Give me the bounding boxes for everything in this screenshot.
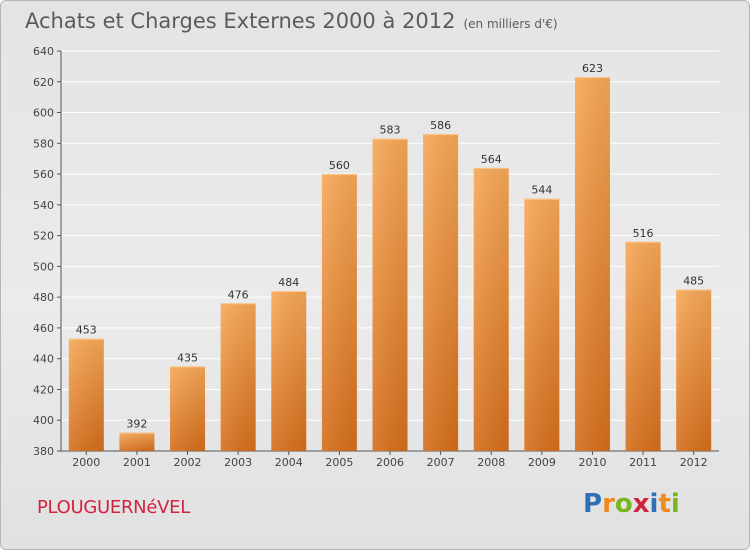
bar-shade-2011 — [625, 241, 661, 451]
labels: 453 2000 392 2001 435 2002 476 2003 484 2004 560 20… — [72, 62, 707, 469]
x-tick-label-2008: 2008 — [477, 456, 505, 469]
logo-letter: P — [583, 489, 603, 519]
bar-shade-2001 — [119, 432, 155, 451]
commune-name: PLOUGUERNéVEL — [37, 497, 190, 518]
data-label-2008: 564 — [481, 153, 502, 166]
bar-shade-2000 — [68, 338, 104, 451]
y-tick-label: 380 — [33, 445, 54, 458]
proxiti-logo: Proxiti — [583, 489, 680, 519]
y-tick-label: 440 — [33, 353, 54, 366]
data-label-2012: 485 — [683, 274, 704, 287]
logo-letter: i — [649, 489, 659, 519]
x-tick-label-2007: 2007 — [427, 456, 455, 469]
y-tick-label: 600 — [33, 107, 54, 120]
data-label-2010: 623 — [582, 62, 603, 75]
bar-shade-2012 — [676, 289, 712, 451]
data-label-2006: 583 — [380, 124, 401, 137]
bar-shade-2010 — [574, 77, 610, 452]
data-label-2001: 392 — [126, 418, 147, 431]
logo-letter: r — [602, 489, 615, 519]
data-label-2011: 516 — [633, 227, 654, 240]
y-tick-label: 620 — [33, 76, 54, 89]
x-tick-label-2006: 2006 — [376, 456, 404, 469]
logo-letter: t — [658, 489, 671, 519]
bar-shade-2003 — [220, 303, 256, 451]
data-label-2009: 544 — [531, 184, 552, 197]
chart-title-text: Achats et Charges Externes 2000 à 2012 — [25, 9, 456, 33]
y-tick-label: 420 — [33, 383, 54, 396]
y-tick-label: 500 — [33, 260, 54, 273]
y-tick-label: 640 — [33, 45, 54, 58]
data-label-2005: 560 — [329, 159, 350, 172]
data-label-2000: 453 — [76, 324, 97, 337]
data-label-2003: 476 — [228, 288, 249, 301]
x-tick-label-2005: 2005 — [325, 456, 353, 469]
x-tick-label-2003: 2003 — [224, 456, 252, 469]
bar-shade-2009 — [524, 198, 560, 451]
y-tick-label: 540 — [33, 199, 54, 212]
x-tick-label-2009: 2009 — [528, 456, 556, 469]
bar-shade-2004 — [271, 291, 307, 451]
x-tick-label-2000: 2000 — [72, 456, 100, 469]
data-label-2002: 435 — [177, 351, 198, 364]
bar-shade-2007 — [423, 134, 459, 452]
x-tick-label-2011: 2011 — [629, 456, 657, 469]
bar-shade-2002 — [170, 366, 206, 451]
y-tick-label: 560 — [33, 168, 54, 181]
x-tick-label-2012: 2012 — [680, 456, 708, 469]
y-tick-label: 460 — [33, 322, 54, 335]
x-tick-label-2004: 2004 — [275, 456, 303, 469]
bars — [68, 77, 712, 452]
chart-title: Achats et Charges Externes 2000 à 2012 (e… — [25, 9, 558, 33]
bar-shade-2008 — [473, 167, 509, 451]
bar-shade-2006 — [372, 138, 408, 451]
bar-shade-2005 — [321, 174, 357, 452]
data-label-2007: 586 — [430, 119, 451, 132]
logo-letter: x — [632, 489, 650, 519]
y-tick-label: 580 — [33, 137, 54, 150]
logo-letter: i — [670, 489, 680, 519]
x-tick-label-2001: 2001 — [123, 456, 151, 469]
chart-subtitle: (en milliers d'€) — [463, 17, 558, 31]
data-label-2004: 484 — [278, 276, 299, 289]
y-tick-label: 480 — [33, 291, 54, 304]
y-tick-label: 400 — [33, 414, 54, 427]
x-tick-label-2010: 2010 — [578, 456, 606, 469]
y-tick-label: 520 — [33, 230, 54, 243]
x-tick-label-2002: 2002 — [174, 456, 202, 469]
logo-letter: o — [614, 489, 633, 519]
